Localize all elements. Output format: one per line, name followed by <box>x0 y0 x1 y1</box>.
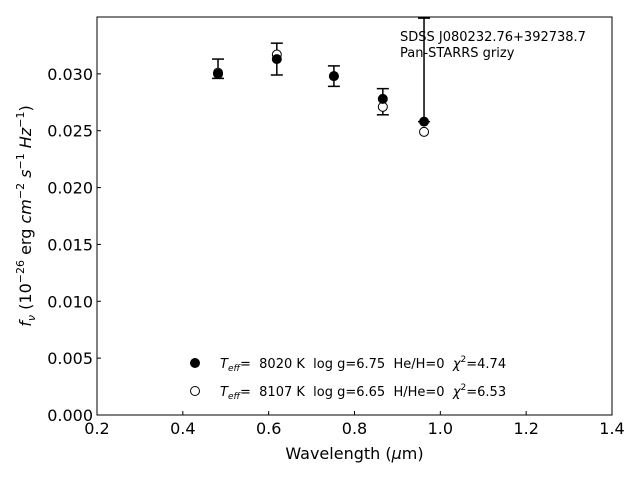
y-axis-label: fν (10−26 erg cm−2 s−1 Hz−1) <box>14 105 38 326</box>
filled-point <box>271 54 282 65</box>
legend-marker-filled <box>190 358 200 368</box>
filled-point <box>328 71 339 82</box>
annotation-line-1: SDSS J080232.76+392738.7 <box>400 30 586 45</box>
y-tick-label: 0.030 <box>47 65 93 84</box>
legend-marker-open <box>190 386 200 396</box>
points-layer <box>213 49 430 137</box>
y-tick-label: 0.000 <box>47 406 93 425</box>
plot-frame <box>96 16 613 416</box>
filled-point <box>419 116 430 127</box>
x-tick-label: 1.2 <box>513 419 538 438</box>
filled-point <box>213 68 224 79</box>
y-tick-label: 0.015 <box>47 235 93 254</box>
annotation-line-2: Pan-STARRS grizy <box>400 46 515 61</box>
x-tick-label: 0.2 <box>84 419 109 438</box>
ticks-layer: 0.2 0.4 0.6 0.8 1.0 1.2 1.4 0.000 0.005 0.010 0.01… <box>47 65 625 438</box>
legend: Teff= 8020 K log g=6.75 He/H=0 χ2=4.74 T… <box>190 355 506 402</box>
filled-point <box>377 93 388 104</box>
y-tick-label: 0.020 <box>47 179 93 198</box>
x-tick-label: 1.0 <box>428 419 453 438</box>
x-tick-label: 0.4 <box>170 419 195 438</box>
x-tick-label: 0.8 <box>342 419 367 438</box>
legend-entry-1: Teff= 8020 K log g=6.75 He/H=0 χ2=4.74 <box>220 355 506 374</box>
y-tick-label: 0.005 <box>47 349 93 368</box>
x-tick-label: 0.6 <box>256 419 281 438</box>
y-tick-label: 0.025 <box>47 122 93 141</box>
x-tick-label: 1.4 <box>599 419 624 438</box>
x-axis-label: Wavelength (μm) <box>285 444 423 463</box>
y-tick-label: 0.010 <box>47 292 93 311</box>
errorbar-layer <box>212 17 431 123</box>
open-point <box>419 126 430 137</box>
legend-entry-2: Teff= 8107 K log g=6.65 H/He=0 χ2=6.53 <box>220 383 506 402</box>
